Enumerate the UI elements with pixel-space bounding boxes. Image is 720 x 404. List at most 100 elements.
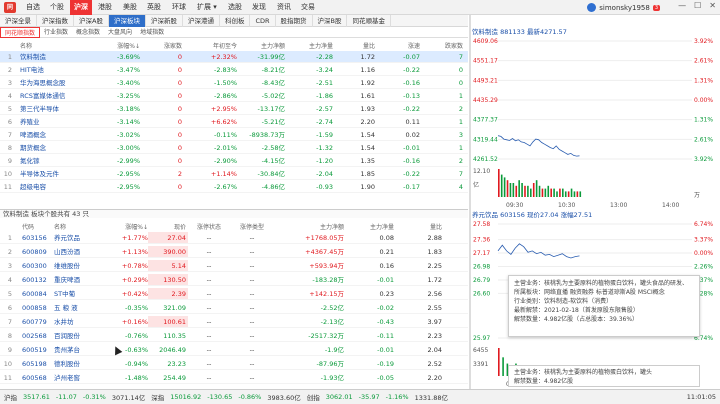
sector-row[interactable]: 3 华为海思概念股 -3.40% 0 -1.50% -8.43亿 -2.51 1.92 -0.1… [0,77,468,89]
column-header[interactable]: 主力净额 [260,43,285,50]
subnav-tab[interactable]: 沪深A股 [74,15,109,27]
y-tick-label: 25.97 [473,335,490,342]
stock-row[interactable]: 1 603156 养元饮品 +1.77% 27.04 -- -- +1768.05万 0.08 2… [0,232,468,244]
user-area[interactable]: simonsky1958 3 [587,2,660,13]
sector-d: -2.58亿 [261,144,285,152]
sh-index-name[interactable]: 沪指 [4,394,17,402]
minimize-icon[interactable]: — [678,1,687,10]
stock-c: -- [206,262,212,270]
stock-c: -- [206,304,212,312]
subnav-tab[interactable]: 股指期货 [276,15,313,27]
sector-row[interactable]: 9 氮化镓 -2.99% 0 -2.90% -4.15亿 -1.20 1.35 -0.16 2 [0,155,468,167]
panel-divider[interactable] [469,15,471,389]
sz-index-name[interactable]: 深指 [151,394,165,402]
sz-index-pct: -0.86% [238,393,262,401]
column-header[interactable]: 涨幅%↓ [125,224,148,231]
sector-no: 10 [3,170,12,178]
message-badge[interactable]: 3 [652,4,660,11]
index-tab[interactable]: 行业指数 [44,29,69,36]
column-header[interactable]: 现价 [173,224,186,231]
cy-index-change: -35.97 [358,393,380,401]
info-sectors: 所属板块：网络直播 融资融券 标普道琼斯A股 MSCI概念 [514,289,665,296]
column-header[interactable]: 主力净量 [369,224,394,231]
sector-row[interactable]: 8 期货概念 -3.00% 0 -2.01% -2.58亿 -1.32 1.54 -0.01 1 [0,142,468,154]
column-header[interactable]: 主力净量 [308,43,333,50]
index-tab[interactable]: 大盘风向 [108,29,133,36]
stock-row[interactable]: 8 002568 百润股份 -0.76% 110.35 -- -- -2517.32万 -0.1… [0,330,468,342]
menu-item[interactable]: 沪深 [70,0,92,15]
user-name[interactable]: simonsky1958 [599,3,650,12]
stock-row[interactable]: 4 600132 重庆啤酒 +0.29% 130.50 -- -- -183.28万 -0.01… [0,274,468,286]
y-tick-label: 4551.17 [473,58,498,65]
index-tab[interactable]: 概念指数 [76,29,101,36]
sector-row[interactable]: 4 RCS富媒体通信 -3.25% 0 -2.86% -5.02亿 -1.86 1.61 -0.… [0,90,468,102]
sector-row[interactable]: 2 HIT电池 -3.47% 0 -2.83% -8.21亿 -3.24 1.16 -0.22 0 [0,64,468,76]
sector-b: 0 [177,183,182,191]
sector-row[interactable]: 1 饮料制造 -3.69% 0 +2.32% -31.99亿 -2.28 1.72 -0.07 7 [0,51,468,63]
stock-row[interactable]: 10 605198 德利股份 -0.94% 23.23 -- -- -87.96万 -0.19 2… [0,358,468,370]
menu-item[interactable]: 选股 [228,3,242,11]
column-header[interactable]: 涨家数 [163,43,182,50]
menu-item[interactable]: 美股 [123,3,137,11]
stock-a: +0.42% [121,290,148,298]
stock-no: 5 [7,290,12,298]
menu-item[interactable]: 发现 [252,3,266,11]
menu-item[interactable]: 自选 [26,3,40,11]
sector-row[interactable]: 5 第三代半导体 -3.18% 0 +2.95% -13.17亿 -2.57 1.93 -0.2… [0,103,468,115]
column-header[interactable]: 涨停类型 [239,224,264,231]
subnav-tab[interactable]: 科创板 [220,15,251,27]
stock-row[interactable]: 3 600300 维维股份 +0.78% 5.14 -- -- +593.94万 0.16 2.2… [0,260,468,272]
sector-row[interactable]: 10 半导体及元件 -2.95% 2 +1.14% -30.84亿 -2.04 1.85 -0.… [0,168,468,180]
sector-intraday-chart[interactable]: 饮料制造 881133 最新4271.57 4609.06 3.92% 4551.1… [472,27,720,209]
sector-row[interactable]: 6 养殖业 -3.14% 0 +6.62% -5.21亿 -2.74 2.20 0.11 1 [0,116,468,128]
stock-row[interactable]: 6 000858 五 粮 液 -0.35% 321.09 -- -- -2.52亿 -0.02 2… [0,302,468,314]
column-header[interactable]: 名称 [20,43,33,50]
column-header[interactable]: 年初至今 [212,43,237,50]
stock-code: 000858 [22,304,47,312]
menu-item[interactable]: 交易 [301,3,315,11]
subnav-tab[interactable]: 沪深板块 [108,15,146,27]
subnav-tab[interactable]: 沪深B股 [313,15,348,27]
index-tab[interactable]: 同花顺指数 [0,27,41,38]
user-avatar-icon[interactable] [587,3,597,12]
column-header[interactable]: 量比 [429,224,442,231]
maximize-icon[interactable]: ☐ [694,1,702,10]
sector-d: -13.17亿 [257,105,285,113]
cy-index-name[interactable]: 创指 [306,394,320,402]
column-header[interactable]: 涨停状态 [196,224,221,231]
column-header[interactable]: 涨幅%↓ [117,43,140,50]
stock-row[interactable]: 9 600519 贵州茅台 -0.63% 2046.49 -- -- -1.9亿 -0.01 2.… [0,344,468,356]
sector-row[interactable]: 11 超级电容 -2.95% 0 -2.67% -4.86亿 -0.93 1.90 -0.17 4 [0,181,468,193]
stock-no: 2 [7,248,12,256]
menu-item[interactable]: 扩展 ▾ [197,3,217,11]
stock-row[interactable]: 2 600809 山西汾酒 +1.13% 390.00 -- -- +4367.45万 0.21… [0,246,468,258]
index-tab[interactable]: 地域指数 [140,29,165,36]
subnav-tab[interactable]: 同花顺基金 [347,15,391,27]
y-tick-label: 4319.44 [473,136,498,143]
stock-b: 23.23 [167,360,186,368]
menu-item[interactable]: 港股 [98,3,112,11]
stock-row[interactable]: 11 600568 泸州老窖 -1.48% 254.49 -- -- -1.93亿 -0.05 2… [0,372,468,384]
subnav-tab[interactable]: CDR [250,15,276,27]
stock-row[interactable]: 5 600084 ST中葡 +0.42% 2.39 -- -- +142.15万 0.23 2.5… [0,288,468,300]
column-header[interactable]: 跌家数 [444,43,463,50]
subnav-tab[interactable]: 沪深港通 [183,15,220,27]
column-header[interactable]: 涨速 [407,43,420,50]
close-icon[interactable]: ✕ [709,1,716,10]
stock-row[interactable]: 7 600779 水井坊 +0.16% 100.61 -- -- -2.13亿 -0.43 3.9… [0,316,468,328]
sector-d: -8.21亿 [261,66,285,74]
column-header[interactable]: 量比 [362,43,375,50]
column-header[interactable]: 主力净额 [319,224,344,231]
menu-item[interactable]: 环球 [172,3,186,11]
menu-item[interactable]: 英股 [147,3,161,11]
column-header[interactable]: 代码 [22,224,35,231]
menu-item[interactable]: 个股 [50,3,64,11]
column-header[interactable]: 名称 [54,224,67,231]
column-header[interactable] [0,222,14,231]
menu-item[interactable]: 资讯 [277,3,291,11]
subnav-tab[interactable]: 沪深指数 [37,15,74,27]
subnav-tab[interactable]: 沪深全景 [0,15,37,27]
column-header[interactable] [0,41,14,50]
subnav-tab[interactable]: 沪深新股 [146,15,183,27]
sector-row[interactable]: 7 啤酒概念 -3.02% 0 -0.11% -8938.73万 -1.59 1.54 0.02… [0,129,468,141]
